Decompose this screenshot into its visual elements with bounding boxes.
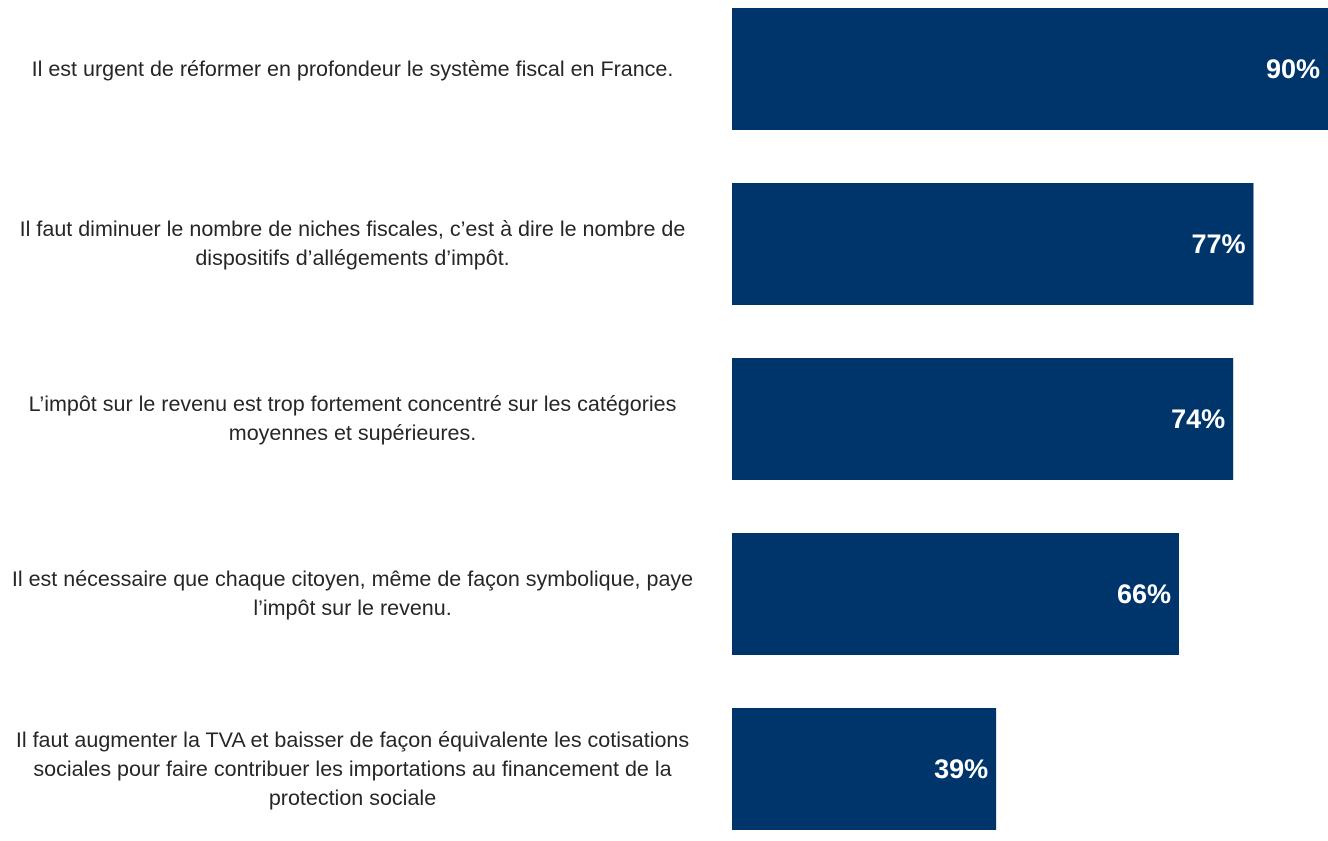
category-label: Il est urgent de réformer en profondeur … (31, 56, 674, 81)
bar (732, 8, 1328, 130)
value-label: 90% (1266, 54, 1320, 84)
bar (732, 358, 1234, 480)
bar (732, 533, 1179, 655)
value-label: 39% (934, 754, 988, 784)
category-label: Il faut diminuer le nombre de niches fis… (19, 217, 686, 270)
value-label: 74% (1171, 404, 1225, 434)
category-label: Il est nécessaire que chaque citoyen, mê… (11, 567, 694, 620)
bar (732, 183, 1254, 305)
value-label: 77% (1191, 229, 1245, 259)
category-label: Il faut augmenter la TVA et baisser de f… (15, 727, 690, 810)
value-label: 66% (1117, 579, 1171, 609)
category-label: L’impôt sur le revenu est trop fortement… (28, 392, 677, 445)
bar (732, 708, 997, 830)
